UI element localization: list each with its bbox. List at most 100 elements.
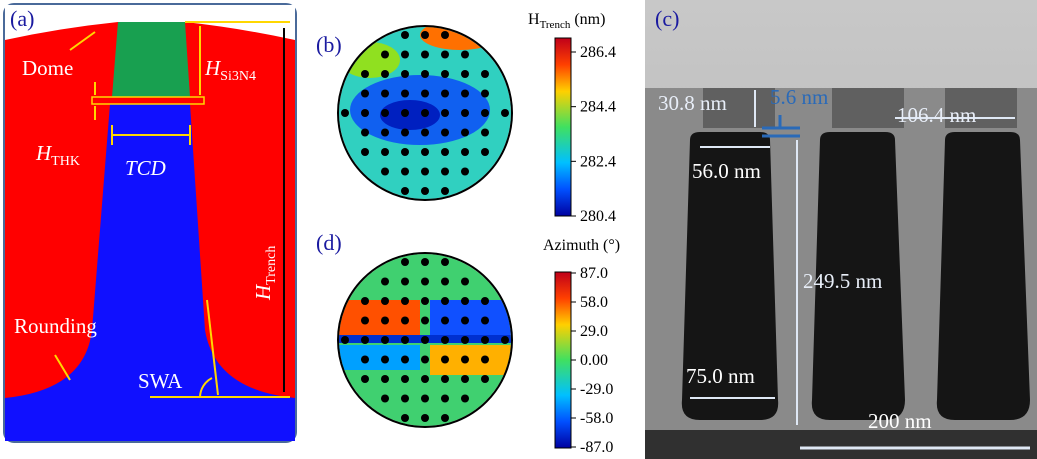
trench bbox=[5, 104, 295, 441]
wafer-dot bbox=[481, 355, 489, 364]
wafer-dot bbox=[501, 336, 509, 344]
colorbar-tick-label: -87.0 bbox=[580, 439, 613, 456]
wafer-dot bbox=[381, 394, 389, 403]
wafer-dot bbox=[441, 258, 449, 266]
panel-c: (c) 30.8 nm 5.6 nm 106.4 nm 56.0 nm 249.5 nm… bbox=[645, 0, 1037, 459]
wafer-dot bbox=[421, 31, 429, 39]
label-part: THK bbox=[51, 154, 80, 169]
wafer-dot bbox=[461, 167, 469, 176]
wafer-dot bbox=[401, 394, 409, 403]
wafer-dot bbox=[421, 414, 429, 422]
wafer-dot bbox=[381, 70, 389, 78]
annotation: 56.0 nm bbox=[692, 159, 761, 183]
annotation: HTHK bbox=[35, 141, 80, 169]
wafer-dot bbox=[441, 109, 449, 117]
wafer-dot bbox=[441, 414, 449, 422]
wafer-dot bbox=[381, 148, 389, 156]
wafer-dot bbox=[341, 336, 349, 344]
wafer-dot bbox=[421, 355, 429, 364]
wafer-dot bbox=[381, 89, 389, 98]
wafer-dot bbox=[441, 187, 449, 195]
colorbar-tick-label: 87.0 bbox=[580, 265, 608, 282]
wafer-dot bbox=[441, 297, 449, 305]
annotation: 5.6 nm bbox=[770, 85, 828, 109]
wafer-dot bbox=[441, 128, 449, 137]
wafer-dot bbox=[381, 128, 389, 137]
label-part: Trench bbox=[264, 246, 279, 285]
colorbar-tick-label: 58.0 bbox=[580, 294, 608, 311]
panel-a: (a) Dome HSi3N4 HTHK TCD HTrench Roundin… bbox=[3, 3, 297, 443]
wafer-dot bbox=[441, 375, 449, 383]
wafer-dot bbox=[361, 316, 369, 325]
annotation: 249.5 nm bbox=[803, 269, 882, 293]
colorbar-tick-label: 280.4 bbox=[580, 208, 616, 225]
wafer-dot bbox=[461, 148, 469, 156]
wafer-dot bbox=[481, 89, 489, 98]
wafer-dot bbox=[341, 109, 349, 117]
colorbar-tick-label: -58.0 bbox=[580, 410, 613, 427]
wafer-dot bbox=[421, 148, 429, 156]
wafer-dot bbox=[401, 297, 409, 305]
wafer-dot bbox=[401, 277, 409, 286]
wafer-dot bbox=[421, 167, 429, 176]
annotation: 200 nm bbox=[868, 409, 932, 433]
annotation: TCD bbox=[125, 156, 166, 180]
label-part: H bbox=[204, 56, 222, 80]
wafer-dot bbox=[421, 128, 429, 137]
wafer-dot bbox=[361, 148, 369, 156]
wafer-dot bbox=[481, 128, 489, 137]
annotation: 30.8 nm bbox=[658, 91, 727, 115]
wafer-dot bbox=[441, 167, 449, 176]
wafer-dot bbox=[441, 50, 449, 59]
wafer-dot bbox=[361, 109, 369, 117]
wafer-dot bbox=[401, 258, 409, 266]
colorbar-tick-label: 284.4 bbox=[580, 99, 616, 116]
wafer-dot bbox=[421, 394, 429, 403]
annotation: Rounding bbox=[14, 314, 97, 338]
wafer-dot bbox=[441, 394, 449, 403]
wafer-dot bbox=[461, 128, 469, 137]
colorbar-tick-label: -29.0 bbox=[580, 381, 613, 398]
wafer-dot bbox=[441, 316, 449, 325]
annotation: 75.0 nm bbox=[686, 364, 755, 388]
annotation: 106.4 nm bbox=[897, 103, 976, 127]
wafer-dot bbox=[421, 258, 429, 266]
wafer-dot bbox=[441, 70, 449, 78]
wafer-dot bbox=[381, 336, 389, 344]
wafer-dot bbox=[461, 297, 469, 305]
wafer-dot bbox=[361, 297, 369, 305]
wafer-dot bbox=[381, 355, 389, 364]
wafer-dot bbox=[381, 167, 389, 176]
wafer-dot bbox=[441, 89, 449, 98]
wafer-dot bbox=[461, 316, 469, 325]
wafer-dot bbox=[401, 89, 409, 98]
panel-label: (c) bbox=[655, 6, 679, 31]
wafer-dot bbox=[501, 109, 509, 117]
wafer-dot bbox=[361, 375, 369, 383]
wafer-dot bbox=[421, 375, 429, 383]
wafer-dot bbox=[381, 50, 389, 59]
annotation: SWA bbox=[138, 369, 183, 393]
wafer-dot bbox=[461, 355, 469, 364]
wafer-dot bbox=[361, 336, 369, 344]
wafer-dot bbox=[481, 375, 489, 383]
wafer-dot bbox=[461, 336, 469, 344]
colorbar-title: Azimuth (°) bbox=[543, 237, 620, 254]
wafer-dot bbox=[481, 336, 489, 344]
wafer-dot bbox=[401, 375, 409, 383]
wafer-dot bbox=[441, 355, 449, 364]
wafer-dot bbox=[481, 70, 489, 78]
annotation: HTrench bbox=[251, 246, 279, 301]
wafer-dot bbox=[361, 355, 369, 364]
label-part: Si3N4 bbox=[220, 69, 256, 84]
panel-d: (d) Azimuth (°) 87.0 58.0 29.0 0.00 -29.0 -58… bbox=[316, 230, 620, 456]
wafer-dot bbox=[421, 109, 429, 117]
wafer-dot bbox=[441, 336, 449, 344]
wafer-dot bbox=[401, 316, 409, 325]
wafer-dot bbox=[421, 187, 429, 195]
wafer-dot bbox=[481, 148, 489, 156]
wafer-dot bbox=[461, 109, 469, 117]
wafer-dot bbox=[481, 316, 489, 325]
annotation: HSi3N4 bbox=[204, 56, 256, 84]
wafer-dot bbox=[381, 316, 389, 325]
